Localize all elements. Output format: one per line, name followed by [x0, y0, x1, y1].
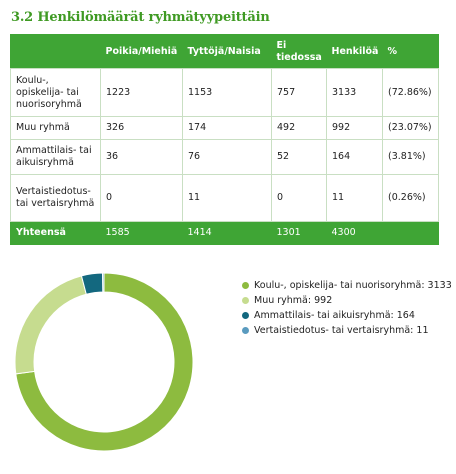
- cell-girls: 76: [182, 139, 272, 175]
- legend-item: Koulu-, opiskelija- tai nuorisoryhmä: 31…: [242, 278, 452, 293]
- legend-item: Ammattilais- tai aikuisryhmä: 164: [242, 308, 452, 323]
- cell-persons: 11: [326, 174, 383, 222]
- header-percent: %: [387, 45, 398, 57]
- total-unknown: 1301: [276, 227, 301, 238]
- row-label: Ammattilais- tai aikuisryhmä: [10, 139, 101, 175]
- legend-label: Muu ryhmä: 992: [254, 295, 333, 306]
- cell-girls: 1153: [182, 68, 272, 117]
- total-girls: 1414: [187, 227, 212, 238]
- header-boys-men: Poikia/Miehiä: [105, 45, 178, 57]
- legend-dot-icon: [242, 327, 249, 334]
- cell-unknown: 0: [271, 174, 327, 222]
- cell-unknown: 52: [271, 139, 327, 175]
- donut-slice-1: [15, 272, 194, 452]
- row-label: Vertaistiedotus- tai vertaisryhmä: [10, 174, 101, 222]
- page-title: 3.2 Henkilömäärät ryhmätyypeittäin: [11, 10, 270, 25]
- table-total-row: Yhteensä 1585 1414 1301 4300: [10, 221, 439, 245]
- cell-persons: 992: [326, 116, 383, 140]
- total-label: Yhteensä: [16, 227, 66, 238]
- cell-percent: (0.26%): [382, 174, 439, 222]
- cell-unknown: 757: [271, 68, 327, 117]
- header-girls-women: Tyttöjä/Naisia: [187, 45, 261, 57]
- cell-percent: (3.81%): [382, 139, 439, 175]
- cell-unknown: 492: [271, 116, 327, 140]
- row-label: Koulu-, opiskelija- tai nuorisoryhmä: [10, 68, 101, 117]
- cell-percent: (23.07%): [382, 116, 439, 140]
- legend-dot-icon: [242, 282, 249, 289]
- total-boys: 1585: [105, 227, 130, 238]
- group-type-table: Poikia/Miehiä Tyttöjä/Naisia Ei tiedossa…: [10, 34, 439, 245]
- total-percent: [383, 222, 439, 245]
- cell-boys: 0: [100, 174, 183, 222]
- header-persons: Henkilöä: [331, 45, 379, 57]
- chart-legend: Koulu-, opiskelija- tai nuorisoryhmä: 31…: [242, 278, 452, 338]
- table-row: Muu ryhmä 326 174 492 992 (23.07%): [10, 116, 439, 140]
- cell-persons: 164: [326, 139, 383, 175]
- legend-dot-icon: [242, 312, 249, 319]
- header-blank: [11, 35, 101, 69]
- header-unknown: Ei tiedossa: [276, 39, 322, 63]
- table-row: Vertaistiedotus- tai vertaisryhmä 0 11 0…: [10, 174, 439, 222]
- donut-chart: [14, 272, 194, 452]
- cell-boys: 326: [100, 116, 183, 140]
- table-header-row: Poikia/Miehiä Tyttöjä/Naisia Ei tiedossa…: [10, 34, 439, 69]
- legend-dot-icon: [242, 297, 249, 304]
- legend-label: Ammattilais- tai aikuisryhmä: 164: [254, 310, 415, 321]
- cell-persons: 3133: [326, 68, 383, 117]
- legend-label: Koulu-, opiskelija- tai nuorisoryhmä: 31…: [254, 280, 452, 291]
- table-row: Koulu-, opiskelija- tai nuorisoryhmä 122…: [10, 68, 439, 117]
- row-label: Muu ryhmä: [10, 116, 101, 140]
- table-row: Ammattilais- tai aikuisryhmä 36 76 52 16…: [10, 139, 439, 175]
- cell-boys: 36: [100, 139, 183, 175]
- donut-slice-4: [102, 272, 105, 293]
- cell-girls: 174: [182, 116, 272, 140]
- cell-percent: (72.86%): [382, 68, 439, 117]
- legend-item: Vertaistiedotus- tai vertaisryhmä: 11: [242, 323, 452, 338]
- donut-slice-2: [14, 275, 87, 375]
- legend-label: Vertaistiedotus- tai vertaisryhmä: 11: [254, 325, 429, 336]
- cell-boys: 1223: [100, 68, 183, 117]
- cell-girls: 11: [182, 174, 272, 222]
- total-persons: 4300: [331, 227, 356, 238]
- legend-item: Muu ryhmä: 992: [242, 293, 452, 308]
